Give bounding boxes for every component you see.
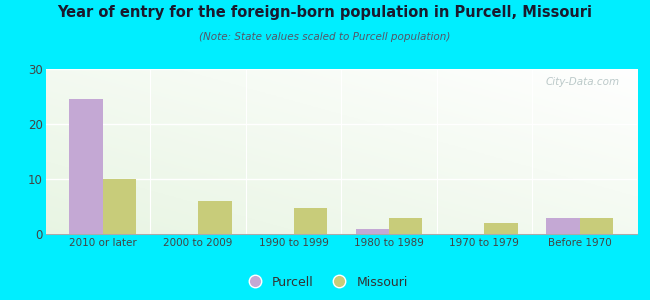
Text: Year of entry for the foreign-born population in Purcell, Missouri: Year of entry for the foreign-born popul… (57, 4, 593, 20)
Bar (70, 99, 103, 234)
Bar (547, 218, 580, 234)
Bar (389, 218, 422, 234)
Text: City-Data.com: City-Data.com (545, 77, 619, 87)
Bar (294, 208, 327, 234)
Bar (580, 218, 613, 234)
Bar (484, 223, 518, 234)
Legend: Purcell, Missouri: Purcell, Missouri (237, 271, 413, 294)
Bar (103, 179, 136, 234)
Bar (356, 229, 389, 234)
Bar (198, 201, 231, 234)
Text: (Note: State values scaled to Purcell population): (Note: State values scaled to Purcell po… (200, 32, 450, 41)
